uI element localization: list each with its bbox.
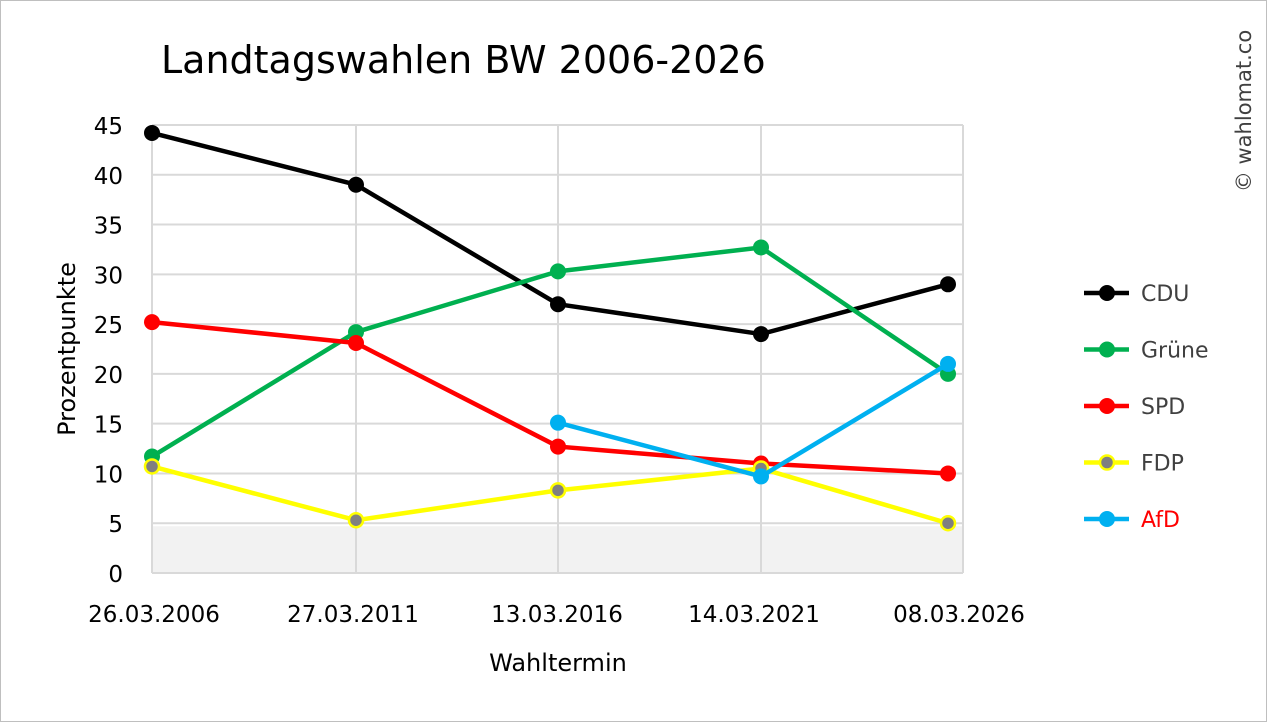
- y-tick-label: 40: [94, 164, 123, 190]
- data-point-afd: [550, 414, 566, 431]
- legend-item-fdp: FDP: [1084, 452, 1184, 477]
- legend-marker: [1099, 398, 1115, 414]
- data-point-afd: [753, 468, 769, 485]
- series-line-afd: [557, 362, 950, 479]
- data-point-cdu: [940, 276, 956, 293]
- y-tick-label: 25: [94, 313, 123, 339]
- y-tick-label: 10: [94, 462, 123, 488]
- y-tick-label: 0: [108, 562, 123, 588]
- x-tick-label: 08.03.2026: [893, 602, 1025, 628]
- data-point-spd: [348, 335, 364, 352]
- x-tick-label: 14.03.2021: [688, 602, 820, 628]
- legend-item-grüne: Grüne: [1084, 339, 1209, 364]
- legend-label: Grüne: [1141, 339, 1209, 364]
- y-tick-label: 35: [94, 214, 123, 240]
- data-point-fdp: [347, 511, 365, 529]
- legend-label: AfD: [1141, 508, 1180, 533]
- data-point-spd: [940, 465, 956, 482]
- series-line-spd: [151, 319, 949, 476]
- data-point-cdu: [550, 296, 566, 313]
- legend-label: CDU: [1141, 282, 1189, 307]
- data-point-afd: [940, 355, 956, 372]
- x-axis-label: Wahltermin: [489, 649, 627, 677]
- y-tick-label: 15: [94, 413, 123, 439]
- data-point-fdp: [549, 482, 567, 499]
- y-axis-label: Prozentpunkte: [53, 262, 81, 436]
- legend-item-afd: AfD: [1084, 508, 1180, 533]
- watermark: © wahlomat.co: [1232, 30, 1256, 192]
- y-tick-label: 45: [94, 114, 123, 140]
- legend-item-spd: SPD: [1084, 395, 1185, 420]
- x-tick-label: 27.03.2011: [287, 602, 419, 628]
- series-line-fdp: [151, 464, 949, 526]
- legend-marker: [1098, 454, 1116, 471]
- x-tick-label: 13.03.2016: [491, 602, 623, 628]
- data-point-fdp: [939, 514, 957, 532]
- data-point-cdu: [144, 124, 160, 141]
- legend-label: FDP: [1141, 452, 1184, 477]
- data-point-fdp: [143, 458, 161, 475]
- data-point-grüne: [348, 324, 364, 341]
- data-point-grüne: [550, 263, 566, 280]
- legend-item-cdu: CDU: [1084, 282, 1189, 307]
- data-point-spd: [144, 314, 160, 331]
- chart-title: Landtagswahlen BW 2006-2026: [161, 38, 766, 82]
- series-line-grüne: [150, 245, 950, 459]
- legend-marker: [1099, 285, 1115, 301]
- data-point-cdu: [753, 326, 769, 343]
- legend-label: SPD: [1141, 395, 1185, 420]
- y-tick-label: 5: [108, 512, 123, 538]
- series-line-cdu: [151, 130, 949, 337]
- y-tick-label: 20: [94, 363, 123, 389]
- data-point-grüne: [753, 239, 769, 256]
- y-tick-label: 30: [94, 263, 123, 289]
- data-point-spd: [550, 438, 566, 455]
- x-tick-label: 26.03.2006: [88, 602, 220, 628]
- legend-marker: [1099, 341, 1115, 358]
- data-point-cdu: [348, 176, 364, 193]
- legend-marker: [1099, 511, 1115, 527]
